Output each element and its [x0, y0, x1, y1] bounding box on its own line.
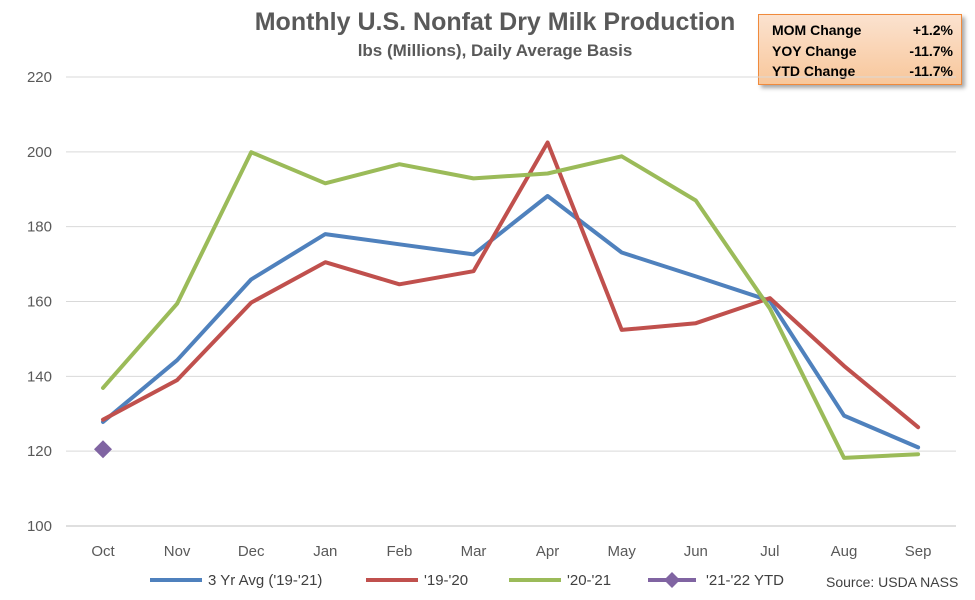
x-tick-label: Oct: [91, 543, 115, 560]
legend-label: '19-'20: [424, 572, 468, 589]
x-tick-label: Dec: [238, 543, 265, 560]
stat-value: +1.2%: [912, 22, 953, 38]
legend-label: '21-'22 YTD: [706, 572, 784, 589]
series-line-20-21: [101, 150, 921, 460]
x-tick-label: Nov: [164, 543, 191, 560]
stat-value: -11.7%: [909, 42, 953, 59]
x-tick-label: Apr: [536, 543, 559, 560]
stat-row-ytd: YTD Change -11.7%: [772, 61, 953, 82]
stat-value: -11.7%: [909, 63, 953, 79]
y-tick-label: 100: [27, 518, 52, 535]
x-tick-label: Feb: [386, 543, 412, 560]
legend-label: '20-'21: [567, 572, 611, 589]
legend-label: 3 Yr Avg ('19-'21): [208, 572, 322, 589]
chart-subtitle: lbs (Millions), Daily Average Basis: [357, 41, 633, 60]
y-tick-label: 200: [27, 144, 52, 161]
y-tick-label: 160: [27, 294, 52, 311]
stat-row-mom: MOM Change +1.2%: [772, 20, 953, 41]
y-tick-label: 120: [27, 443, 52, 460]
y-tick-label: 180: [27, 219, 52, 236]
x-tick-label: Mar: [461, 543, 487, 560]
stat-row-yoy: YOY Change -11.7%: [772, 41, 953, 62]
x-tick-label: Jul: [760, 543, 779, 560]
series-line-3-yr-avg-19-21: [101, 194, 921, 450]
change-stats-box: MOM Change +1.2% YOY Change -11.7% YTD C…: [758, 14, 962, 85]
source-note: Source: USDA NASS: [826, 574, 959, 590]
x-tick-label: Sep: [905, 543, 932, 560]
data-point-21-22-ytd: [94, 440, 112, 459]
chart-title: Monthly U.S. Nonfat Dry Milk Production: [254, 8, 736, 36]
stat-label: MOM Change: [772, 22, 862, 38]
series-line-19-20: [101, 140, 921, 430]
y-tick-label: 220: [27, 69, 52, 86]
x-tick-label: Aug: [831, 543, 858, 560]
x-tick-label: May: [608, 543, 637, 560]
stat-label: YTD Change: [772, 63, 856, 79]
x-tick-label: Jan: [313, 543, 337, 560]
stat-label: YOY Change: [772, 42, 857, 59]
y-tick-label: 140: [27, 368, 52, 385]
legend-marker: [664, 572, 680, 588]
x-tick-label: Jun: [684, 543, 708, 560]
